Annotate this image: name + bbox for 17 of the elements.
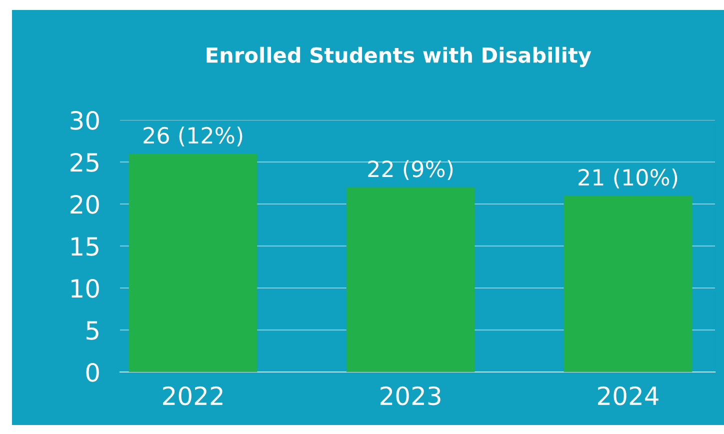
bar [564,196,692,372]
data-label: 26 (12%) [144,126,242,146]
y-tick-label: 25 [70,152,98,172]
bar [346,187,475,372]
y-tick-label: 0 [86,362,99,382]
x-tick-label: 2022 [163,386,222,406]
data-label: 22 (9%) [368,160,453,180]
x-tick-label: 2023 [380,386,440,406]
bar [128,154,258,372]
chart-title: Enrolled Students with Disability [206,46,592,68]
data-label: 21 (10%) [578,168,678,188]
y-tick-label: 20 [70,194,99,214]
y-tick-label: 15 [71,237,98,256]
y-tick-label: 5 [86,321,98,340]
x-tick-label: 2024 [598,386,658,406]
y-tick-label: 10 [71,278,99,298]
y-tick-label: 30 [70,110,99,130]
